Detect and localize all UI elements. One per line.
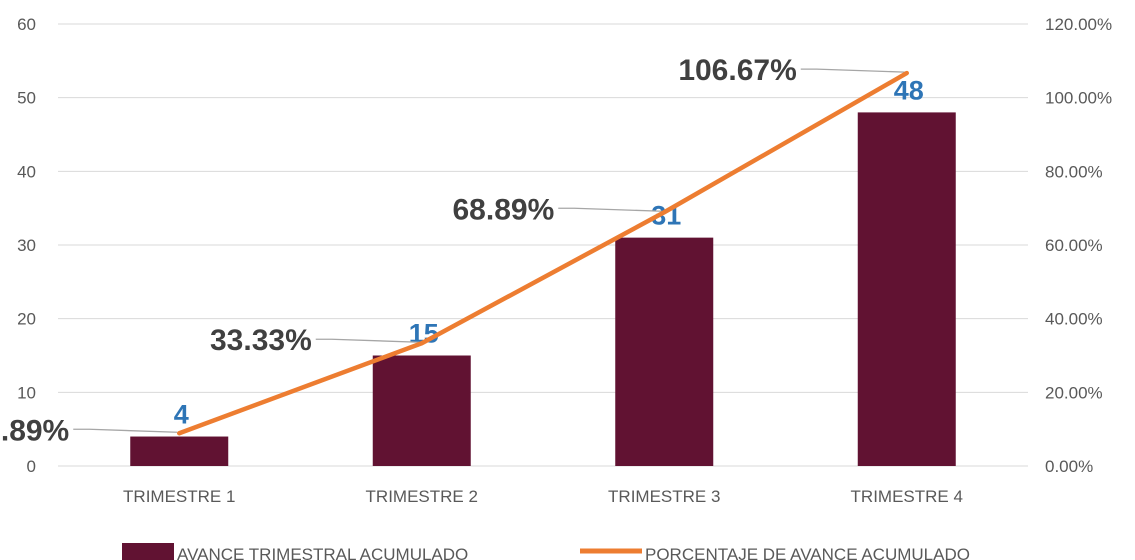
left-tick-label: 10 [17,383,36,402]
line-data-label: 68.89% [453,193,555,226]
right-tick-label: 0.00% [1045,457,1093,476]
bar [857,112,956,467]
gridlines [58,23,1028,467]
bar-data-label: 48 [894,75,924,105]
leader-line [315,338,420,343]
right-tick-label: 40.00% [1045,310,1103,329]
right-tick-label: 80.00% [1045,162,1103,181]
right-tick-label: 60.00% [1045,236,1103,255]
legend-line-label: PORCENTAJE DE AVANCE ACUMULADO [645,545,970,560]
left-tick-label: 50 [17,89,36,108]
left-tick-label: 20 [17,310,36,329]
right-tick-label: 20.00% [1045,383,1103,402]
right-tick-label: 100.00% [1045,89,1112,108]
category-label: TRIMESTRE 2 [366,487,478,506]
left-tick-label: 40 [17,162,36,181]
leader-line [800,68,905,73]
legend-bar-label: AVANCE TRIMESTRAL ACUMULADO [177,545,468,560]
line-data-label: 8.89% [0,414,69,447]
left-tick-label: 30 [17,236,36,255]
line-data-label: 33.33% [210,324,312,357]
left-axis-ticks: 0 10 20 30 40 50 60 [17,15,36,476]
category-axis-labels: TRIMESTRE 1 TRIMESTRE 2 TRIMESTRE 3 TRIMEST… [123,487,963,506]
right-axis-ticks: 0.00% 20.00% 40.00% 60.00% 80.00% 100.00% 120.… [1045,15,1112,476]
leader-line [73,428,178,433]
percent-line [177,70,909,436]
leader-lines [73,68,905,433]
line-series [177,70,909,436]
category-label: TRIMESTRE 1 [123,487,235,506]
legend-bar-swatch [122,543,174,560]
category-label: TRIMESTRE 3 [608,487,720,506]
line-data-label: 106.67% [678,54,796,87]
left-tick-label: 0 [27,457,36,476]
bar [615,237,714,466]
left-tick-label: 60 [17,15,36,34]
category-label: TRIMESTRE 4 [851,487,963,506]
bar [372,355,471,466]
line-data-labels: 8.89% 33.33% 68.89% 106.67% [0,54,797,447]
bar-data-label: 4 [174,400,189,430]
bar [130,436,229,466]
leader-line [558,207,663,212]
bar-series [130,112,956,467]
legend: AVANCE TRIMESTRAL ACUMULADO PORCENTAJE D… [122,543,970,560]
right-tick-label: 120.00% [1045,15,1112,34]
